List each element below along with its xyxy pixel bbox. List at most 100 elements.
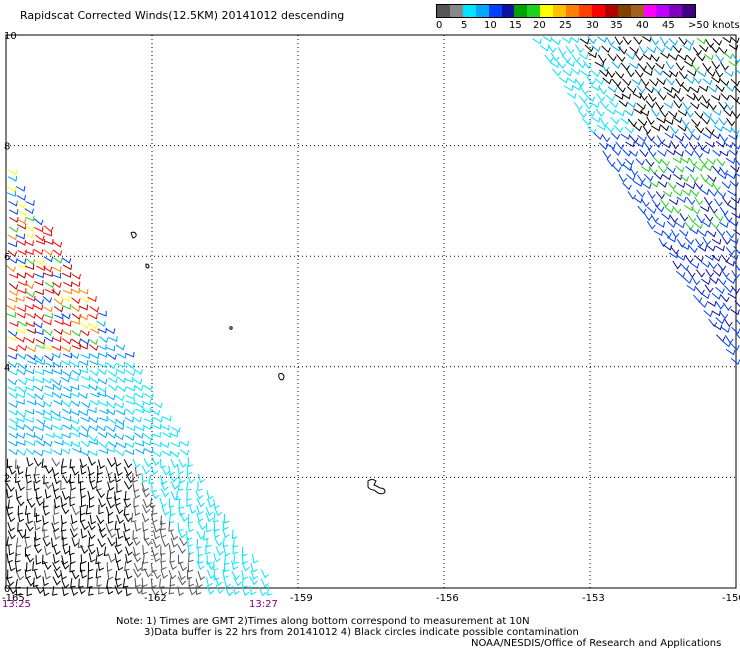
wind-barb <box>44 464 53 474</box>
wind-barb <box>114 402 124 409</box>
wind-barb <box>683 132 693 141</box>
wind-barb <box>578 95 588 104</box>
latitude-label: 2 <box>4 473 10 484</box>
wind-barb <box>97 310 107 317</box>
wind-barb <box>134 585 143 595</box>
wind-barb <box>35 496 44 507</box>
wind-barb <box>558 76 569 84</box>
wind-barb <box>168 473 178 483</box>
wind-barb <box>132 473 138 483</box>
wind-barb <box>143 537 152 546</box>
wind-barb <box>17 505 24 516</box>
wind-barb <box>249 576 258 586</box>
wind-barb <box>71 330 82 337</box>
wind-barb <box>141 488 150 498</box>
wind-barb <box>107 514 114 524</box>
wind-barb <box>725 230 735 239</box>
wind-barb <box>698 158 708 166</box>
wind-barb <box>24 408 35 415</box>
wind-barb <box>687 214 697 224</box>
wind-barb <box>25 272 35 279</box>
wind-barb <box>686 269 696 278</box>
wind-barb <box>71 506 80 516</box>
wind-barb <box>87 296 97 303</box>
wind-barb <box>142 499 151 509</box>
wind-barb <box>622 78 632 87</box>
wind-barb <box>105 579 112 589</box>
wind-barb <box>17 386 28 394</box>
wind-barb <box>107 528 116 539</box>
wind-barb <box>662 190 673 198</box>
wind-barb <box>97 361 107 368</box>
wind-barb <box>87 434 98 442</box>
wind-barb <box>577 109 587 119</box>
wind-barb <box>693 294 703 303</box>
wind-barb <box>727 190 737 197</box>
wind-barb <box>97 538 106 548</box>
wind-barb <box>685 76 695 85</box>
wind-barb <box>675 78 685 87</box>
legend-swatch <box>578 5 592 17</box>
wind-barb <box>107 570 114 580</box>
wind-barb <box>575 79 585 87</box>
wind-barb <box>97 465 103 476</box>
wind-barb <box>224 587 234 597</box>
wind-barb <box>708 85 718 93</box>
wind-barb <box>660 52 670 59</box>
wind-barb <box>732 229 740 236</box>
wind-barb <box>26 346 37 353</box>
wind-barb <box>62 386 73 393</box>
wind-barb <box>25 200 35 207</box>
wind-barb <box>706 157 716 166</box>
wind-barb <box>717 277 727 286</box>
wind-barb <box>153 402 163 409</box>
wind-barb <box>61 257 72 264</box>
wind-barb <box>16 240 27 246</box>
wind-barb <box>62 474 71 484</box>
wind-barb <box>583 101 593 110</box>
wind-barb <box>80 440 91 448</box>
wind-barb <box>130 512 137 523</box>
wind-barb <box>532 38 542 45</box>
wind-barb <box>71 273 81 280</box>
wind-barb <box>673 100 683 109</box>
wind-barb <box>15 459 21 469</box>
wind-barb <box>16 368 27 376</box>
wind-barb <box>185 481 192 491</box>
wind-barb <box>8 409 18 416</box>
wind-barb <box>51 466 60 477</box>
wind-barb <box>702 111 713 119</box>
wind-barb <box>115 466 123 477</box>
wind-barb <box>53 489 61 500</box>
wind-barb <box>124 490 131 501</box>
wind-barb <box>169 560 177 571</box>
wind-barb <box>34 393 44 401</box>
wind-barb <box>141 465 150 475</box>
wind-barb <box>9 418 19 425</box>
wind-barb <box>691 118 701 127</box>
wind-barb <box>672 157 682 164</box>
wind-barb <box>626 101 637 109</box>
wind-barb <box>570 68 581 75</box>
wind-barb <box>659 109 669 118</box>
wind-barb <box>632 124 642 132</box>
wind-barb <box>61 586 69 597</box>
wind-barb <box>161 538 170 548</box>
wind-barb <box>606 108 616 115</box>
wind-barb <box>42 515 49 526</box>
wind-barb <box>594 77 604 85</box>
wind-barb <box>51 345 62 352</box>
wind-barb <box>628 150 639 157</box>
wind-barb <box>205 577 213 587</box>
wind-barb <box>141 440 152 446</box>
wind-barb <box>611 148 622 156</box>
wind-barb <box>705 244 716 252</box>
wind-barb <box>648 166 658 175</box>
wind-barb <box>69 418 80 425</box>
wind-barb <box>53 505 60 515</box>
wind-barb <box>701 278 711 286</box>
wind-barb <box>659 36 669 46</box>
wind-barb <box>178 570 186 581</box>
wind-barb <box>52 554 60 564</box>
wind-barb <box>108 377 118 384</box>
